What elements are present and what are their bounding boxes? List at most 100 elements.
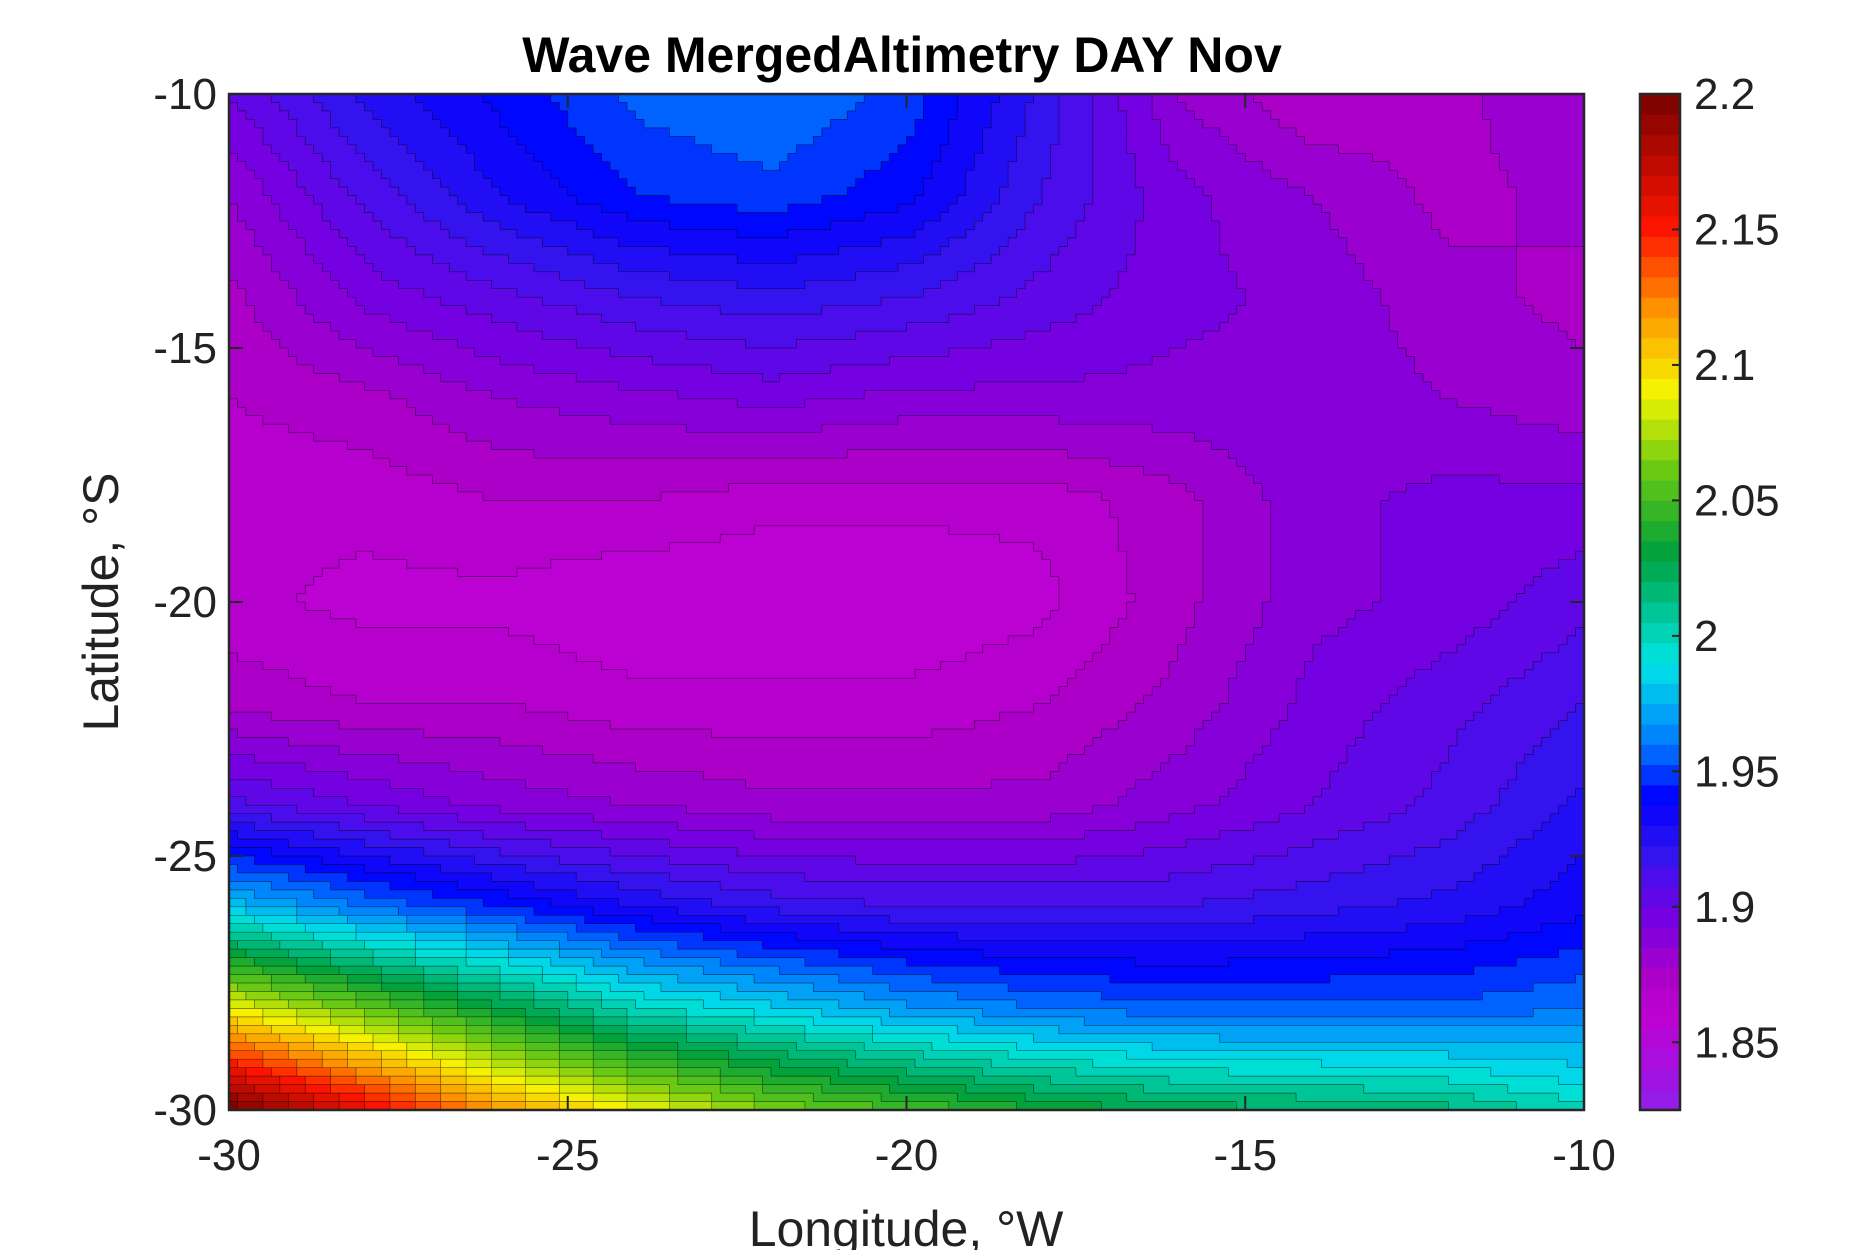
contour-cell [1194, 729, 1272, 739]
contour-cell [669, 872, 806, 882]
contour-cell [1092, 805, 1196, 815]
contour-cell [559, 1067, 594, 1077]
contour-cell [271, 983, 315, 993]
contour-cell [1228, 449, 1584, 459]
contour-cell [1304, 669, 1416, 679]
contour-cell [1516, 254, 1584, 264]
contour-cell [364, 254, 433, 264]
contour-cell [229, 686, 332, 696]
contour-cell [229, 754, 256, 764]
contour-cell [1431, 212, 1517, 222]
contour-cell [914, 1059, 992, 1069]
contour-cell [288, 1050, 323, 1060]
contour-cell [1304, 932, 1509, 942]
contour-cell [686, 805, 1094, 815]
contour-cell [271, 254, 315, 264]
contour-cell [288, 999, 323, 1009]
contour-cell [1355, 737, 1458, 747]
contour-cell [1101, 991, 1483, 1001]
contour-cell [1507, 602, 1584, 612]
contour-cell [229, 1025, 239, 1035]
contour-cell [313, 364, 425, 374]
contour-cell [491, 1016, 527, 1026]
contour-cell [787, 204, 899, 214]
contour-cell [483, 771, 704, 781]
contour-cell [1482, 94, 1584, 104]
contour-cell [533, 449, 848, 459]
contour-cell [229, 669, 289, 679]
contour-cell [567, 991, 603, 1001]
contour-cell [1490, 1067, 1584, 1077]
contour-cell [1482, 991, 1584, 1001]
contour-cell [627, 1050, 679, 1060]
contour-cell [1126, 551, 1204, 561]
contour-cell [914, 669, 1077, 679]
contour-cell [313, 983, 349, 993]
contour-cell [466, 271, 560, 281]
contour-cell [1507, 932, 1584, 942]
contour-cell [1126, 144, 1170, 154]
contour-cell [1067, 754, 1170, 764]
contour-cell [762, 373, 781, 383]
contour-cell [229, 847, 272, 857]
contour-cell [1346, 745, 1450, 755]
contour-cell [1042, 618, 1119, 628]
contour-cell [288, 737, 501, 747]
contour-cell [1228, 678, 1297, 688]
contour-cell [550, 898, 620, 908]
contour-cell [745, 339, 797, 349]
contour-cell [262, 1059, 298, 1069]
contour-cell [787, 991, 865, 1001]
contour-cell [762, 161, 781, 171]
contour-cell [652, 356, 891, 366]
contour-cell [237, 1059, 264, 1069]
contour-cell [322, 940, 366, 950]
contour-cell [1126, 1008, 1534, 1018]
contour-cell [999, 966, 1475, 976]
contour-cell [1262, 618, 1348, 628]
contour-cell [229, 906, 247, 916]
contour-cell [347, 771, 484, 781]
colorbar-band [1640, 906, 1680, 928]
contour-cell [406, 1050, 433, 1060]
contour-cell [804, 1101, 874, 1110]
contour-cell [229, 153, 239, 163]
contour-cell [271, 1067, 298, 1077]
contour-cell [262, 1101, 289, 1110]
contour-cell [1321, 635, 1467, 645]
colorbar-band [1640, 723, 1680, 745]
contour-cell [754, 830, 1085, 840]
contour-cell [500, 187, 569, 197]
contour-cell [1135, 246, 1221, 256]
contour-cell [271, 932, 315, 942]
contour-cell [389, 881, 459, 891]
contour-cell [500, 737, 1094, 747]
contour-cell [271, 847, 340, 857]
contour-cell [474, 856, 560, 866]
contour-cell [991, 119, 1026, 129]
contour-cell [229, 195, 272, 205]
contour-cell [1279, 119, 1492, 129]
contour-cell [415, 1093, 442, 1103]
contour-cell [516, 568, 1052, 578]
contour-cell [1143, 1084, 1365, 1094]
contour-cell [1058, 602, 1128, 612]
contour-cell [1202, 551, 1272, 561]
contour-cell [601, 949, 662, 959]
contour-cell [1499, 788, 1577, 798]
contour-cell [372, 551, 603, 561]
contour-cell [1211, 712, 1289, 722]
contour-cell [1169, 661, 1238, 671]
contour-cell [254, 229, 298, 239]
contour-cell [821, 424, 1153, 434]
contour-cell [1042, 187, 1094, 197]
contour-cell [423, 161, 476, 171]
contour-cell [1050, 610, 1128, 620]
contour-cell [1135, 237, 1221, 247]
contour-cell [762, 1076, 831, 1086]
contour-cell [627, 1076, 679, 1086]
contour-cell [1008, 237, 1069, 247]
contour-cell [1202, 517, 1272, 527]
contour-cell [500, 119, 569, 129]
contour-cell [914, 229, 967, 239]
